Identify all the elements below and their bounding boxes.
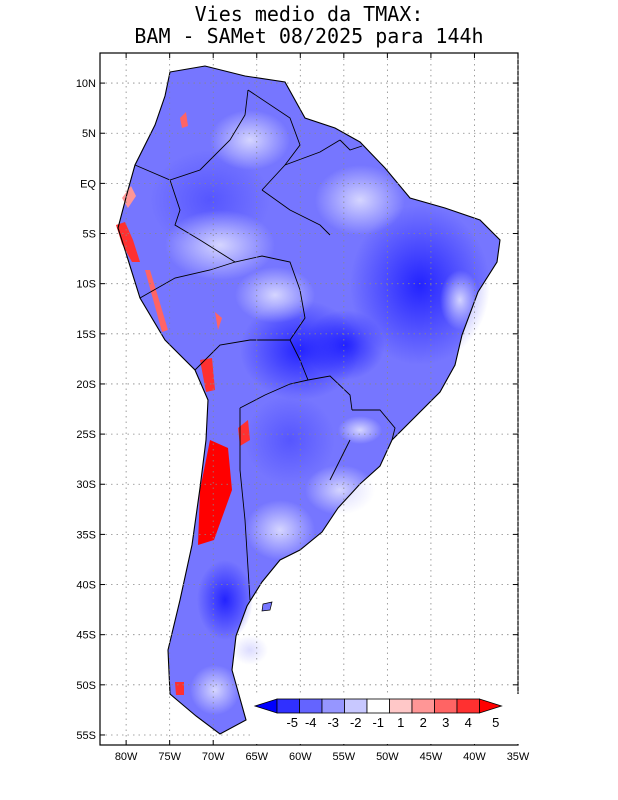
lat-label: 10N [76,78,96,90]
lat-label: 5S [83,229,96,241]
colorbar-swatch [299,698,323,714]
colorbar-swatch [321,698,345,714]
latitude-labels: 10N 5N EQ 5S 10S 15S 20S 25S 30S 35S 40S 45S 50S 55S [76,78,97,742]
lat-label: EQ [80,178,96,190]
map-title-line2: BAM - SAMet 08/2025 para 144h [134,24,484,48]
colorbar: -5 -4 -3 -2 -1 1 2 3 4 5 [250,694,520,744]
colorbar-label: 2 [420,715,427,730]
longitude-labels: 80W 75W 70W 65W 60W 55W 50W 45W 40W 35W [115,751,530,763]
lat-label: 30S [76,479,96,491]
lon-label: 60W [289,751,312,763]
country-borders [117,65,501,735]
colorbar-label: -3 [327,715,339,730]
lon-label: 35W [507,751,530,763]
colorbar-swatch [276,698,300,714]
lat-label: 35S [76,529,96,541]
lon-label: 45W [420,751,443,763]
colorbar-arrow-high [479,698,503,714]
lon-label: 40W [463,751,486,763]
colorbar-label: -5 [286,715,298,730]
colorbar-label: 1 [397,715,404,730]
colorbar-swatch [456,698,480,714]
lat-label: 5N [82,128,96,140]
lat-label: 20S [76,379,96,391]
colorbar-label: 4 [465,715,472,730]
lon-label: 75W [158,751,181,763]
lat-label: 15S [76,329,96,341]
colorbar-swatch [434,698,458,714]
lat-label: 50S [76,680,96,692]
bias-field [116,66,500,734]
lat-label: 45S [76,630,96,642]
colorbar-label: -2 [350,715,362,730]
colorbar-swatch [389,698,413,714]
colorbar-swatch [344,698,368,714]
lat-label: 10S [76,279,96,291]
colorbar-swatch [366,698,390,714]
map-frame [99,52,519,746]
map-title-line1: Vies medio da TMAX: [194,2,424,26]
colorbar-swatch [411,698,435,714]
lat-label: 40S [76,580,96,592]
lat-label: 25S [76,429,96,441]
lat-label: 55S [76,730,96,742]
colorbar-label: -4 [305,715,317,730]
colorbar-label: 5 [492,715,499,730]
lon-label: 80W [115,751,138,763]
colorbar-label: -1 [372,715,384,730]
lon-label: 50W [376,751,399,763]
lon-label: 55W [333,751,356,763]
colorbar-label: 3 [442,715,449,730]
lon-label: 65W [245,751,268,763]
lon-label: 70W [202,751,225,763]
